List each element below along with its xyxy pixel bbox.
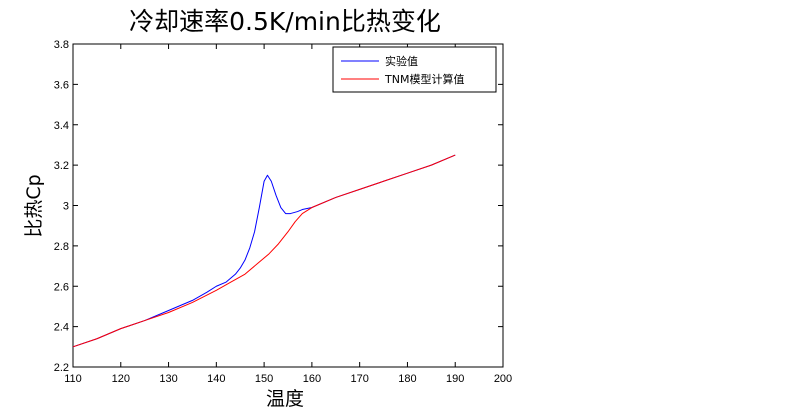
- y-tick-label: 3: [63, 201, 69, 213]
- y-tick-label: 3.8: [54, 39, 69, 51]
- x-axis-title: 温度: [266, 388, 304, 410]
- y-axis-title: 比热Cp: [23, 174, 45, 237]
- legend-label-tnm-model: TNM模型计算值: [384, 72, 464, 86]
- series-layer: [72, 154, 456, 348]
- y-tick-label: 2.2: [54, 362, 69, 374]
- plot-area: 110 120 130 140 150 160 170 180 190 200 2.2 2.4 2.6…: [54, 39, 512, 385]
- x-tick-label: 130: [159, 373, 177, 385]
- plot-frame: [72, 43, 504, 368]
- y-tick-label: 2.6: [54, 281, 69, 293]
- x-tick-label: 110: [64, 373, 82, 385]
- legend-label-experimental: 实验值: [385, 54, 418, 68]
- y-tick-label: 2.4: [54, 322, 69, 334]
- x-tick-label: 190: [446, 373, 464, 385]
- y-tick-label: 3.6: [54, 79, 69, 91]
- x-tick-label: 160: [303, 373, 321, 385]
- legend: 实验值 TNM模型计算值: [332, 46, 497, 93]
- y-axis: 2.2 2.4 2.6 2.8 3 3.2 3.4 3.6 3.8: [54, 39, 503, 374]
- x-tick-label: 200: [494, 373, 512, 385]
- y-tick-label: 3.2: [54, 160, 69, 172]
- y-tick-label: 2.8: [54, 241, 69, 253]
- series-line-tnm-model: [72, 154, 456, 348]
- x-tick-label: 170: [350, 373, 368, 385]
- y-tick-label: 3.4: [54, 120, 69, 132]
- x-tick-label: 120: [112, 373, 130, 385]
- legend-box: [332, 46, 497, 93]
- x-tick-label: 180: [398, 373, 416, 385]
- x-axis: 110 120 130 140 150 160 170 180 190 200: [64, 44, 512, 385]
- x-tick-label: 150: [255, 373, 273, 385]
- chart-title: 冷却速率0.5K/min比热变化: [129, 7, 441, 36]
- x-tick-label: 140: [207, 373, 225, 385]
